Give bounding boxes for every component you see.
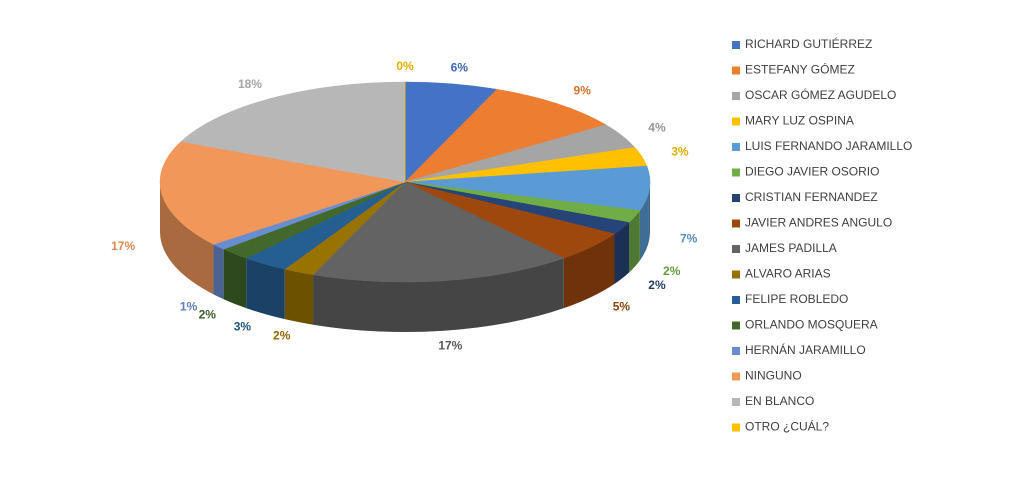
legend-swatch: [732, 41, 740, 49]
data-label: 2%: [199, 308, 217, 322]
slice: [312, 181, 565, 283]
legend-label: MARY LUZ OSPINA: [745, 114, 854, 128]
slice-side: [213, 244, 224, 300]
legend-swatch: [732, 398, 740, 406]
slices: [159, 81, 651, 283]
legend-swatch: [732, 219, 740, 228]
legend-swatch: [732, 321, 740, 330]
data-label: 4%: [648, 121, 666, 135]
data-label: 7%: [680, 232, 698, 246]
legend-label: ESTEFANY GÓMEZ: [745, 62, 855, 77]
legend-label: RICHARD GUTIÉRREZ: [745, 36, 872, 51]
data-label: 3%: [234, 319, 252, 333]
legend-label: JAMES PADILLA: [745, 241, 837, 255]
slice-side: [563, 233, 615, 309]
data-label: 1%: [180, 299, 198, 313]
legend-label: NINGUNO: [745, 369, 802, 383]
legend-swatch: [732, 92, 740, 100]
legend-label: OTRO ¿CUÁL?: [745, 419, 829, 434]
legend-swatch: [732, 423, 740, 432]
legend-label: FELIPE ROBLEDO: [745, 292, 848, 306]
data-label: 2%: [273, 329, 291, 343]
legend-label: HERNÁN JARAMILLO: [745, 342, 866, 357]
legend-swatch: [732, 270, 740, 279]
legend-swatch: [732, 194, 740, 202]
data-label: 6%: [451, 60, 469, 74]
legend-label: LUIS FERNANDO JARAMILLO: [745, 139, 912, 153]
data-label: 17%: [111, 239, 135, 253]
legend-label: ORLANDO MOSQUERA: [745, 318, 878, 332]
slice-side: [629, 210, 640, 273]
slice-side: [246, 258, 285, 320]
legend-swatch: [732, 372, 740, 381]
legend-label: CRISTIAN FERNANDEZ: [745, 190, 878, 204]
legend-swatch: [732, 143, 740, 151]
side-walls: [160, 182, 650, 332]
data-label: 2%: [663, 264, 681, 278]
data-label: 18%: [238, 77, 262, 91]
legend-swatch: [732, 296, 740, 304]
data-label: 17%: [438, 339, 462, 353]
legend-label: ALVARO ARIAS: [745, 267, 831, 281]
legend-label: EN BLANCO: [745, 394, 814, 408]
slice-side: [313, 258, 564, 332]
legend-swatch: [732, 66, 740, 75]
legend-swatch: [732, 168, 740, 177]
slice-side: [284, 269, 314, 325]
slice: [180, 81, 406, 183]
data-label: 2%: [648, 278, 666, 292]
legend-label: OSCAR GÓMEZ AGUDELO: [745, 87, 896, 102]
slice-side: [614, 222, 630, 284]
slice: [159, 141, 406, 245]
legend-label: DIEGO JAVIER OSORIO: [745, 165, 879, 179]
slice-side: [639, 182, 650, 261]
slice-side: [160, 182, 214, 295]
slice-side: [223, 249, 247, 309]
legend-swatch: [732, 117, 740, 126]
slice: [404, 165, 651, 211]
legend-swatch: [732, 245, 740, 253]
data-label: 3%: [671, 145, 689, 159]
data-label: 9%: [574, 83, 592, 97]
legend-label: JAVIER ANDRES ANGULO: [745, 216, 892, 230]
data-label: 5%: [613, 299, 631, 313]
slice: [404, 89, 607, 183]
legend-swatch: [732, 347, 740, 355]
data-label: 0%: [396, 59, 414, 73]
